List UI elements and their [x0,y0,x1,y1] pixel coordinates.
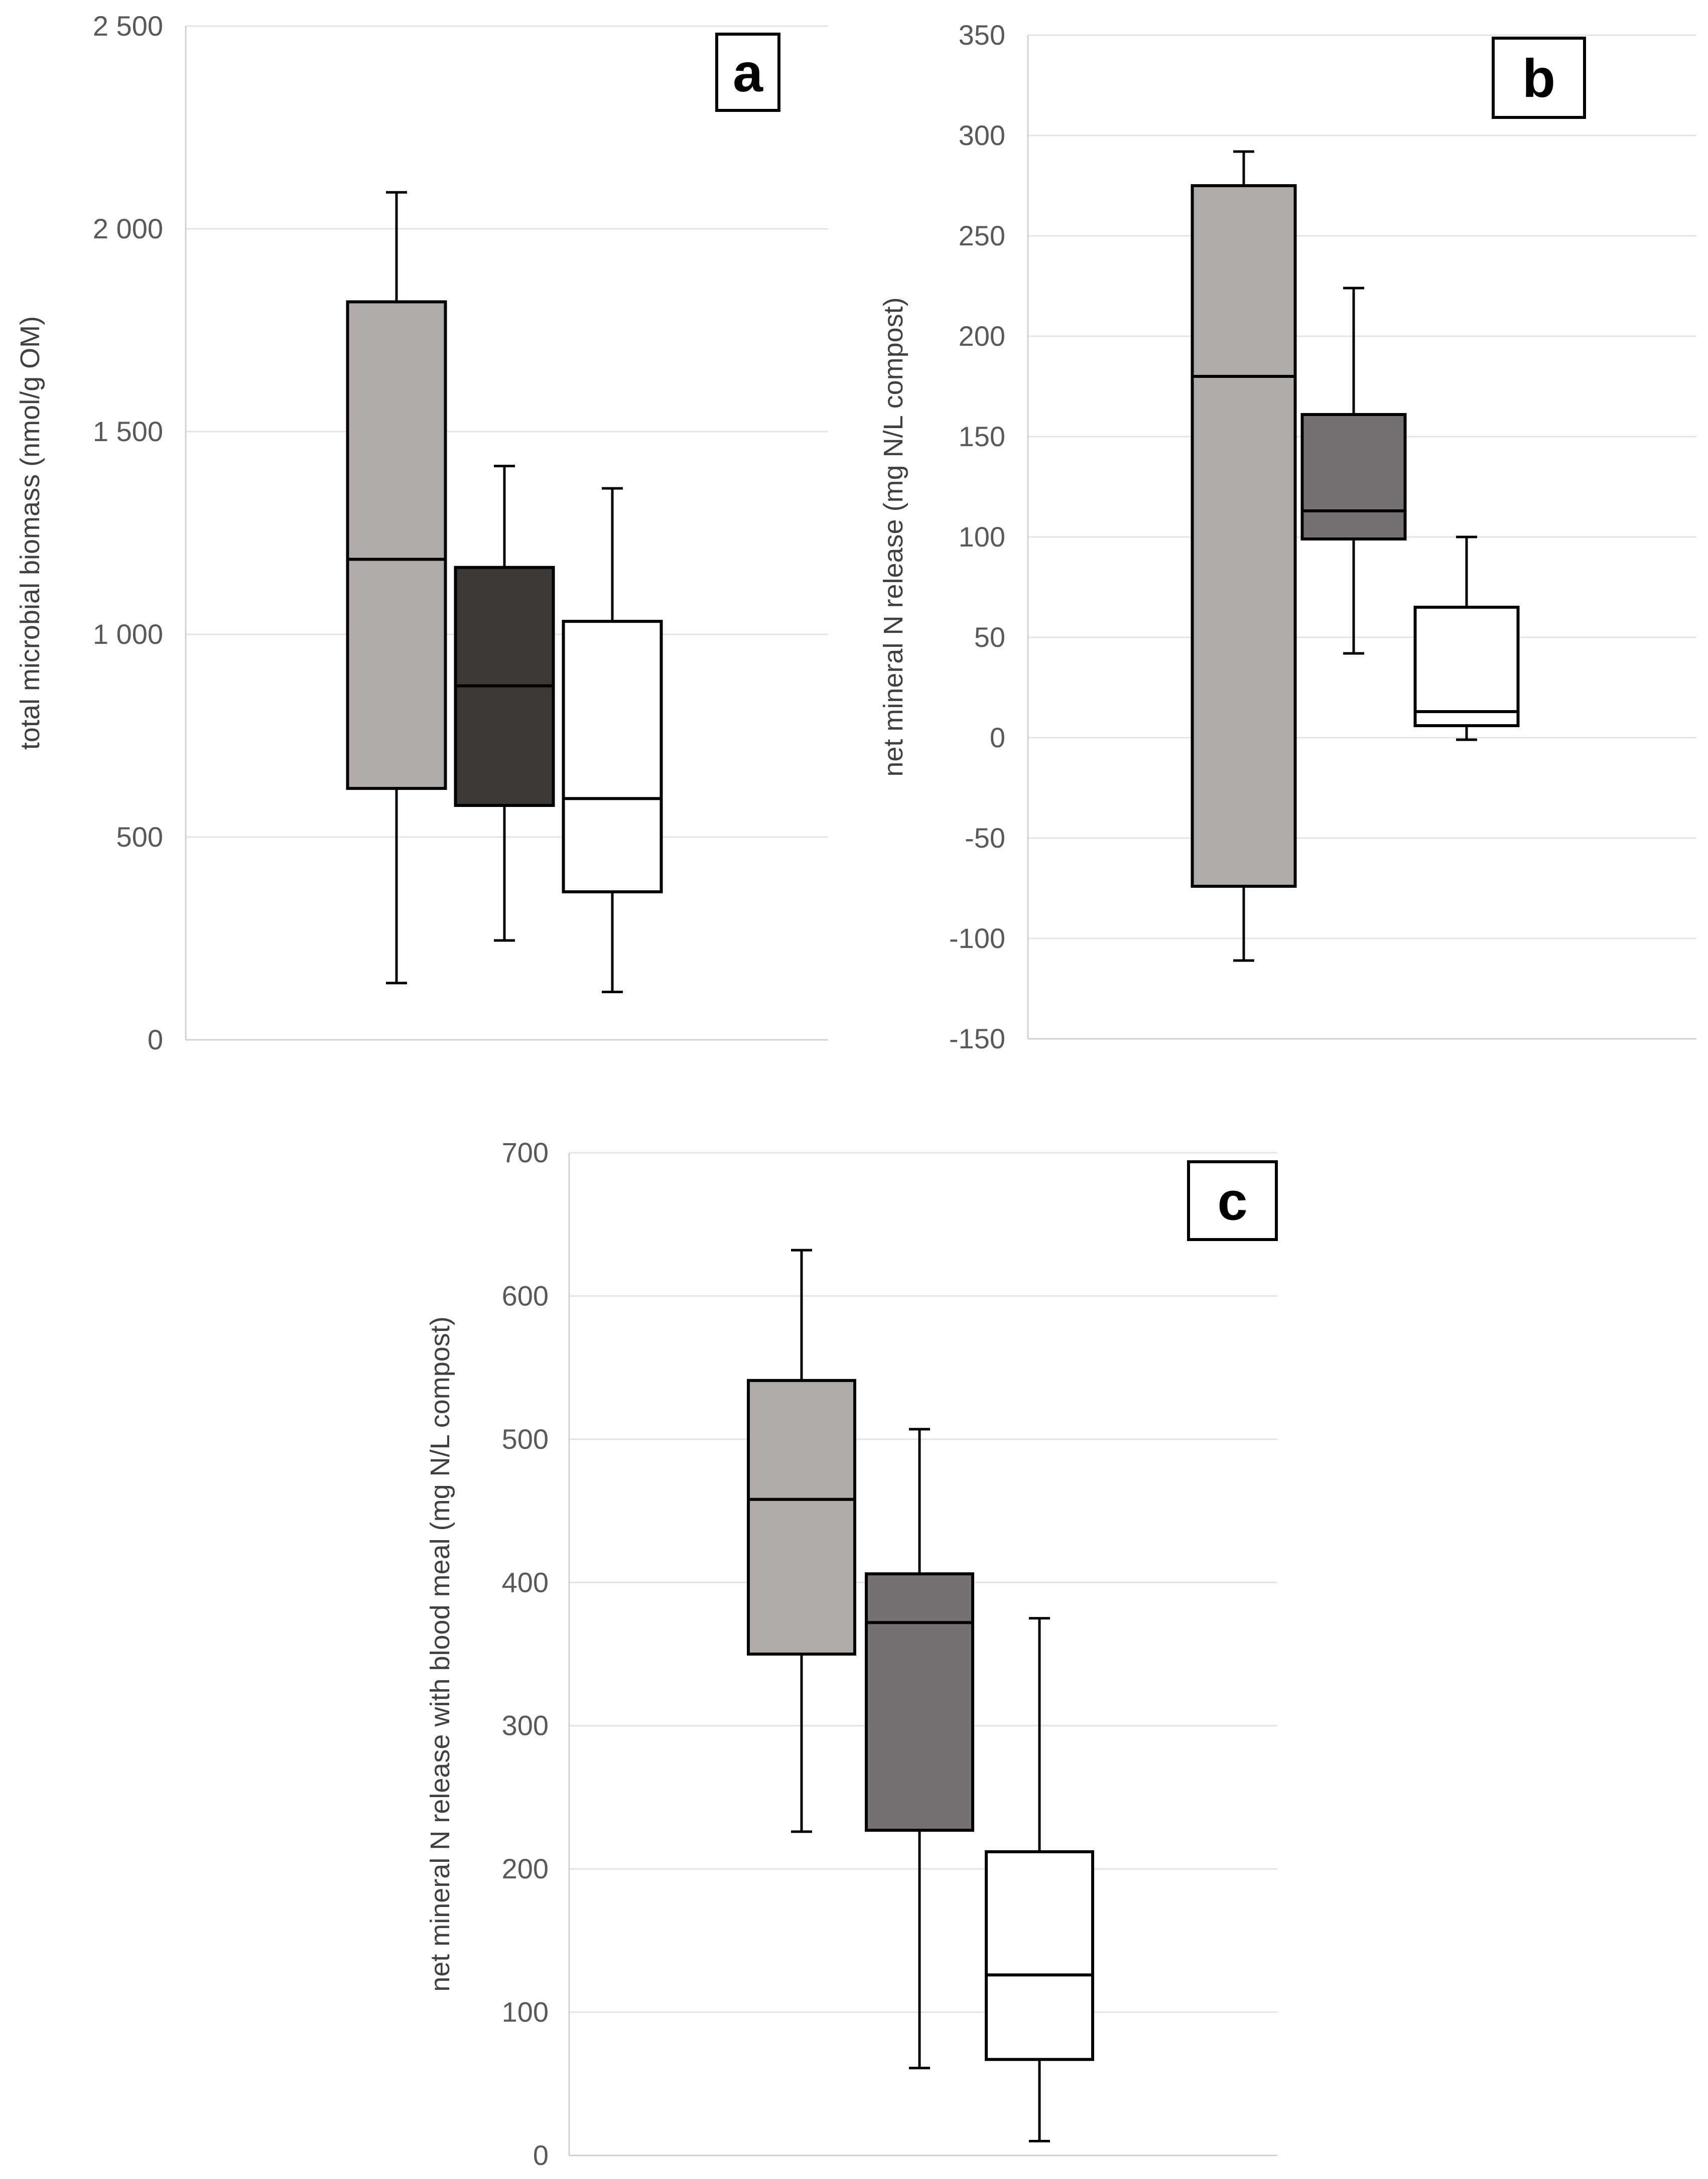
y-tick-label: -150 [949,1023,1005,1054]
y-tick-label: 50 [974,621,1005,653]
iqr-box [346,300,447,790]
y-tick-label: 400 [502,1566,549,1598]
chart-panel-a: 0 500 1 000 1 500 2 000 2 500 total microbial … [15,10,828,1055]
y-axis-title: net mineral N release (mg N/L compost) [878,297,908,776]
box-group3 [985,1617,1094,2142]
y-tick-label: -50 [965,822,1005,854]
y-tick-label: 1 000 [93,618,163,650]
panel-label: b [1522,48,1555,108]
iqr-box [1413,606,1520,727]
box-group1 [346,191,447,985]
box-group3 [1413,535,1520,741]
box-group1 [747,1249,856,1833]
box-group3 [562,487,663,994]
y-tick-label: 100 [502,1996,549,2028]
box-group2 [454,465,555,942]
y-tick-label: 300 [959,119,1005,151]
y-tick-label: 700 [502,1137,549,1168]
iqr-box [747,1379,856,1656]
panel-label: c [1217,1171,1247,1232]
y-tick-label: 0 [533,2139,549,2171]
panel-label-box [715,33,780,112]
y-axis-title: total microbial biomass (nmol/g OM) [15,316,45,750]
y-tick-label: 0 [990,722,1005,753]
y-tick-label: 350 [959,19,1005,51]
y-axis-title: net mineral N release with blood meal (m… [425,1316,455,1992]
panel-label: a [733,42,763,103]
y-tick-label: 250 [959,220,1005,251]
chart-panel-c: 0 100 200 300 400 500 600 700 net mineral N rele… [425,1137,1278,2171]
iqr-box [985,1850,1094,2061]
y-tick-label: 500 [502,1423,549,1455]
iqr-box [1300,413,1407,540]
box-group1 [1191,150,1297,962]
y-tick-label: 1 500 [93,416,163,447]
box-group2 [865,1428,974,2070]
box-group2 [1300,287,1407,655]
iqr-box [865,1572,974,1832]
y-tick-label: 200 [959,320,1005,352]
y-tick-label: 600 [502,1280,549,1311]
y-tick-label: 200 [502,1853,549,1884]
iqr-box [562,620,663,894]
y-tick-label: 150 [959,421,1005,452]
y-tick-label: 0 [148,1024,163,1055]
y-tick-label: 2 000 [93,213,163,244]
chart-panel-b: -150 -100 -50 0 50 100 150 200 250 300 350 net mine… [878,19,1696,1054]
panel-label-box [1187,1160,1278,1241]
y-tick-label: 500 [116,821,163,853]
y-tick-label: -100 [949,922,1005,954]
y-tick-label: 300 [502,1710,549,1741]
y-tick-label: 2 500 [93,10,163,42]
y-tick-label: 100 [959,521,1005,553]
iqr-box [1191,184,1297,888]
panel-label-box [1492,37,1586,119]
